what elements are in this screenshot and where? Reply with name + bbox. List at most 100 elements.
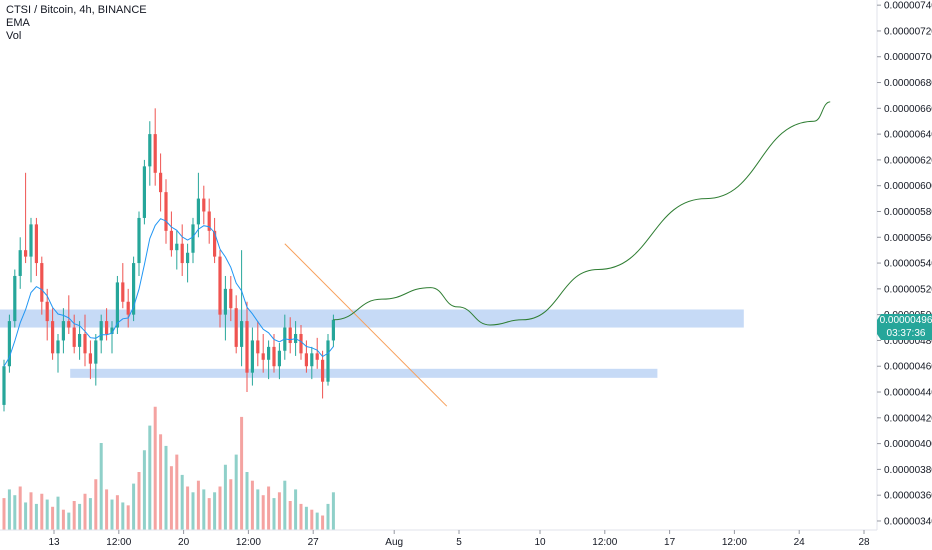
volume-bar [72, 501, 76, 530]
price-tick-label: 0.00000660 [884, 104, 932, 115]
price-axis[interactable]: 0.00000340 0.00000360 0.00000380 0.00000400… [877, 1, 932, 528]
candle-body [250, 340, 254, 373]
candle-body [34, 224, 38, 264]
volume-bar [245, 472, 249, 530]
price-tick-label: 0.00000640 [884, 130, 932, 141]
ema-line [3, 218, 334, 367]
candle-body [56, 340, 60, 354]
zone-0[interactable] [0, 309, 744, 328]
candle-body [61, 321, 65, 341]
candle-body [78, 333, 82, 347]
volume-bar [321, 515, 325, 530]
candle-body [202, 198, 206, 212]
volume-bar [175, 454, 179, 530]
time-tick-label: 20 [178, 537, 190, 548]
candle-body [94, 340, 98, 364]
time-axis[interactable]: 13 12:00 20 12:00 27 Aug 5 10 12:00 17 12:00 24 28 [48, 530, 870, 548]
volume-bar [94, 479, 98, 530]
price-tick-label: 0.00000740 [884, 1, 932, 12]
volume-bars [2, 406, 335, 530]
volume-indicator-label[interactable]: Vol [6, 30, 22, 42]
price-tick-label: 0.00000720 [884, 26, 932, 37]
zone-1[interactable] [70, 368, 658, 378]
last-price-value: 0.00000496 [880, 315, 932, 326]
time-tick-label: 12:00 [722, 537, 747, 548]
volume-bar [299, 503, 303, 530]
candle-body [267, 346, 271, 360]
candle-body [272, 346, 276, 367]
volume-bar [191, 492, 195, 530]
volume-bar [159, 434, 163, 530]
time-tick-label: 28 [858, 537, 870, 548]
support-resistance-zones [0, 309, 744, 378]
volume-bar [250, 480, 254, 530]
candle-body [137, 217, 141, 264]
candle-body [234, 308, 238, 347]
price-tick-label: 0.00000440 [884, 388, 932, 399]
candle-body [2, 366, 6, 405]
time-tick-label: 24 [794, 537, 806, 548]
volume-bar [45, 499, 49, 530]
descending-trendline[interactable] [284, 243, 448, 407]
time-tick-label: 12:00 [592, 537, 617, 548]
candle-body [132, 263, 136, 315]
last-price-arrow [877, 314, 932, 340]
candle-body [213, 230, 217, 257]
ema-indicator-label[interactable]: EMA [6, 17, 30, 29]
volume-bar [267, 486, 271, 530]
candle-body [67, 321, 71, 328]
symbol-title[interactable]: CTSI / Bitcoin, 4h, BINANCE [6, 4, 147, 16]
volume-bar [207, 498, 211, 530]
candle-body [261, 353, 265, 360]
price-tick-label: 0.00000620 [884, 155, 932, 166]
volume-bar [142, 450, 146, 530]
volume-bar [148, 425, 152, 530]
volume-bar [137, 472, 141, 530]
candle-body [159, 172, 163, 193]
volume-bar [121, 502, 125, 530]
volume-bar [169, 466, 173, 530]
candle-body [121, 282, 125, 302]
candle-body [277, 350, 281, 367]
volume-bar [153, 406, 157, 530]
candle-body [110, 327, 114, 334]
candle-body [13, 275, 17, 322]
candle-body [229, 288, 233, 309]
candle-body [207, 211, 211, 231]
volume-bar [110, 499, 114, 530]
candle-body [310, 353, 314, 367]
volume-bar [283, 480, 287, 530]
volume-bar [229, 479, 233, 530]
volume-bar [88, 498, 92, 530]
volume-bar [7, 489, 11, 530]
price-tick-label: 0.00000480 [884, 336, 932, 347]
candle-body [45, 301, 49, 322]
volume-bar [61, 509, 65, 530]
volume-bar [180, 474, 184, 530]
candle-body [240, 321, 244, 347]
chart-legend: CTSI / Bitcoin, 4h, BINANCE EMA Vol [6, 4, 147, 43]
time-tick-label: 10 [534, 537, 546, 548]
volume-bar [261, 495, 265, 530]
volume-bar [310, 509, 314, 530]
candle-body [180, 243, 184, 264]
candle-body [105, 321, 109, 334]
volume-bar [2, 498, 6, 530]
candle-body [245, 321, 249, 373]
volume-bar [326, 503, 330, 530]
price-tick-label: 0.00000600 [884, 181, 932, 192]
candle-body [148, 134, 152, 167]
volume-bar [272, 498, 276, 530]
candle-body [29, 224, 33, 257]
price-tick-label: 0.00000700 [884, 52, 932, 63]
price-tick-label: 0.00000420 [884, 413, 932, 424]
volume-bar [294, 489, 298, 530]
volume-bar [331, 492, 335, 530]
price-tick-label: 0.00000560 [884, 233, 932, 244]
candle-body [7, 321, 11, 367]
candle-body [175, 243, 179, 251]
projection-path[interactable] [333, 101, 831, 326]
last-price-badge: 0.00000496 03:37:36 [877, 314, 932, 340]
candle-body [142, 166, 146, 218]
